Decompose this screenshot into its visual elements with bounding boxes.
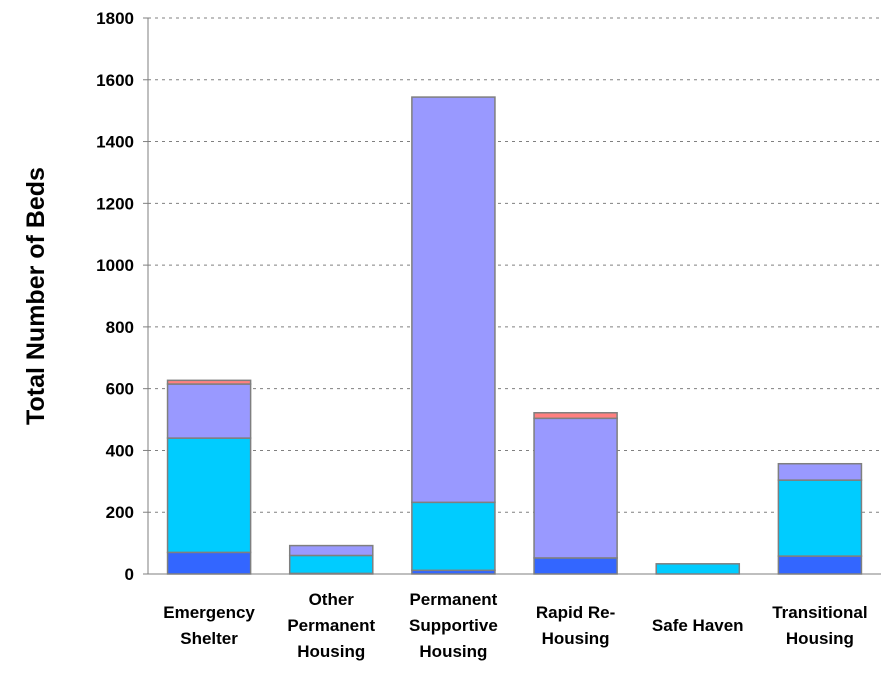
bar-segment-1-1 <box>288 554 374 575</box>
y-axis-title: Total Number of Beds <box>22 167 50 425</box>
bar-segment-5-0 <box>777 555 863 575</box>
y-tick-labels: 0 200 400 600 800 1000 1200 1400 1600 1800 <box>96 9 134 584</box>
y-tick-label: 400 <box>106 441 134 460</box>
gridlines <box>143 17 881 575</box>
y-tick-label: 600 <box>106 380 134 399</box>
x-category-label: Safe Haven <box>652 616 744 635</box>
y-tick-label: 1600 <box>96 71 134 90</box>
x-category-labels: Emergency Shelter Other Permanent Housing Per… <box>163 590 867 661</box>
bar-segment-4-1 <box>655 563 741 575</box>
y-tick-label: 1400 <box>96 133 134 152</box>
bar-segment-3-3 <box>533 412 618 420</box>
y-tick-label: 1000 <box>96 256 134 275</box>
bar-segment-3-2 <box>533 417 618 559</box>
bar-segment-5-1 <box>777 479 863 557</box>
bar-segment-0-3 <box>166 379 252 385</box>
x-category-label: Transitional Housing <box>772 603 867 648</box>
bars <box>166 96 863 575</box>
x-category-label: Other Permanent Housing <box>287 590 375 661</box>
y-tick-label: 1800 <box>96 9 134 28</box>
bar-segment-0-2 <box>166 383 252 439</box>
x-category-label: Emergency Shelter <box>163 603 255 648</box>
x-category-label: Rapid Re-Housing <box>536 603 615 648</box>
x-category-label: Permanent Supportive Housing <box>409 590 498 661</box>
y-tick-label: 200 <box>106 503 134 522</box>
bar-segment-3-0 <box>533 557 618 575</box>
bar-segment-2-2 <box>411 96 496 504</box>
bar-segment-1-2 <box>288 544 374 557</box>
bar-segment-2-1 <box>411 501 496 572</box>
bar-segment-0-0 <box>166 551 252 575</box>
y-tick-label: 800 <box>106 318 134 337</box>
bar-segment-0-1 <box>166 437 252 554</box>
bar-segment-5-2 <box>777 462 863 481</box>
y-tick-label: 0 <box>125 565 134 584</box>
y-tick-label: 1200 <box>96 194 134 213</box>
